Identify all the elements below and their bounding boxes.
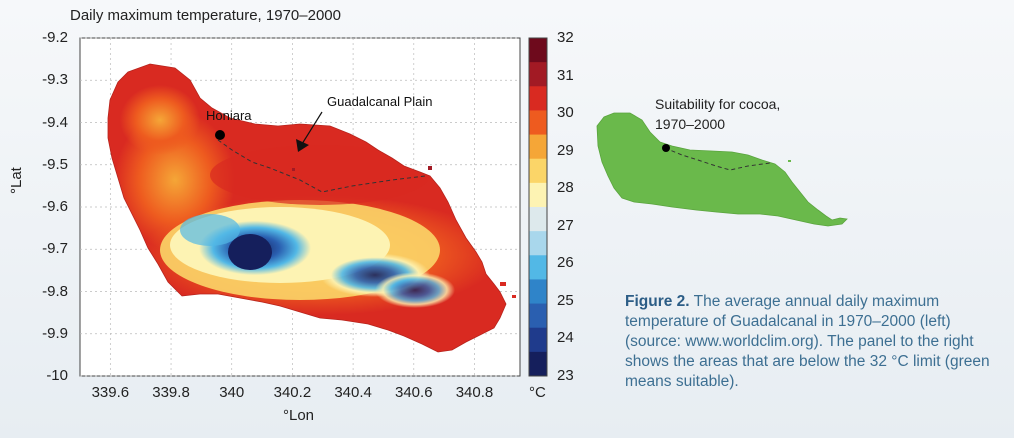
x-tick-label: 340.6 [395, 384, 433, 401]
plain-boundary-line [217, 139, 426, 193]
islet [500, 282, 506, 286]
colorbar-tick-label: 29 [557, 141, 574, 159]
x-tick-label: 340.4 [334, 384, 372, 401]
y-tick-label: -9.4 [42, 113, 68, 131]
colorbar-tick-label: 24 [557, 329, 574, 347]
colorbar-segment [529, 110, 547, 136]
honiara-marker-suitability [662, 144, 670, 152]
colorbar-segment [529, 207, 547, 232]
colorbar-tick-label: 30 [557, 104, 574, 122]
x-tick-label: 340.8 [455, 384, 494, 401]
x-tick-label: 340.2 [273, 384, 312, 401]
colorbar-segment [529, 303, 547, 329]
colorbar-tick-label: 23 [557, 367, 574, 384]
colorbar-segment [529, 231, 547, 256]
colorbar-unit: °C [529, 384, 546, 401]
colorbar-frame [528, 37, 548, 377]
y-tick-label: -9.5 [42, 155, 68, 173]
x-tick-label: 339.8 [152, 384, 190, 401]
place-label-guadalcanal-plain: Guadalcanal Plain [327, 94, 433, 109]
suitability-title-line1: Suitability for cocoa, [655, 96, 781, 112]
caption-label: Figure 2. [625, 293, 690, 310]
colorbar-segment [529, 38, 547, 63]
suitability-title-line2: 1970–2000 [655, 116, 726, 132]
map-title: Daily maximum temperature, 1970–2000 [70, 7, 341, 24]
y-tick-label: -9.2 [42, 29, 68, 46]
colorbar-segment [529, 158, 547, 184]
islet [512, 295, 516, 298]
y-tick-label: -9.9 [42, 324, 68, 342]
x-tick-label: 339.6 [91, 384, 130, 401]
colorbar-segment [529, 62, 547, 87]
islet [292, 168, 295, 171]
colorbar-tick-label: 28 [557, 179, 574, 197]
x-axis-label: °Lon [283, 407, 315, 424]
colorbar-tick-label: 26 [557, 254, 574, 272]
colorbar-tick-label: 32 [557, 29, 574, 46]
colorbar-tick-label: 25 [557, 291, 574, 309]
colorbar-segment [529, 279, 547, 305]
place-label-honiara: Honiara [206, 108, 252, 123]
colorbar-segment [529, 86, 547, 111]
colorbar-segment [529, 182, 547, 208]
colorbar-segment [529, 351, 547, 377]
y-axis-label: °Lat [8, 167, 25, 194]
y-tick-label: -9.7 [42, 240, 68, 258]
honiara-marker [215, 130, 225, 140]
x-tick-label: 340 [219, 384, 245, 401]
colorbar-tick-label: 31 [557, 66, 574, 84]
colorbar-segment [529, 134, 547, 160]
colorbar [528, 37, 548, 377]
caption-text: The average annual daily maximum tempera… [625, 293, 990, 390]
colorbar-segment [529, 255, 547, 280]
y-tick-label: -10 [46, 367, 68, 384]
y-tick-label: -9.3 [42, 71, 68, 89]
plain-arrow [296, 111, 323, 152]
suitability-map [596, 112, 848, 227]
suitability-title: Suitability for cocoa, 1970–2000 [655, 94, 780, 134]
colorbar-tick-label: 27 [557, 216, 574, 234]
figure-caption: Figure 2. The average annual daily maxim… [625, 292, 1005, 392]
y-tick-label: -9.6 [42, 198, 68, 215]
colorbar-segment [529, 327, 547, 353]
islet [428, 166, 432, 170]
y-tick-label: -9.8 [42, 282, 68, 300]
